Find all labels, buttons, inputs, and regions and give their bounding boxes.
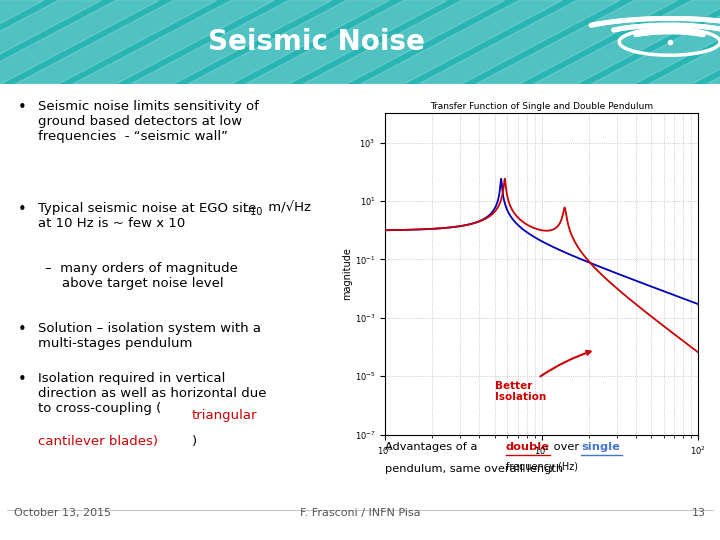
Text: m/√Hz: m/√Hz [264, 202, 311, 215]
Text: October 13, 2015: October 13, 2015 [14, 508, 111, 518]
Y-axis label: magnitude: magnitude [342, 248, 352, 300]
Text: 13: 13 [692, 508, 706, 518]
Text: over: over [550, 442, 582, 452]
Text: •: • [18, 100, 27, 114]
Text: pendulum, same overall length: pendulum, same overall length [385, 464, 563, 474]
Text: F. Frasconi / INFN Pisa: F. Frasconi / INFN Pisa [300, 508, 420, 518]
Text: Advantages of a: Advantages of a [385, 442, 481, 452]
Text: −10: −10 [243, 207, 264, 217]
Text: –  many orders of magnitude
    above target noise level: – many orders of magnitude above target … [45, 262, 238, 290]
Text: Better
Isolation: Better Isolation [495, 351, 590, 402]
Text: ): ) [192, 435, 197, 448]
Text: Seismic Noise: Seismic Noise [208, 28, 426, 56]
Text: cantilever blades): cantilever blades) [38, 435, 158, 448]
Text: double: double [506, 442, 550, 452]
Text: Typical seismic noise at EGO site
at 10 Hz is ~ few x 10: Typical seismic noise at EGO site at 10 … [38, 202, 256, 230]
Text: •: • [18, 202, 27, 217]
Text: Solution – isolation system with a
multi-stages pendulum: Solution – isolation system with a multi… [38, 322, 261, 350]
X-axis label: frequency (Hz): frequency (Hz) [505, 462, 577, 472]
Text: •: • [18, 372, 27, 387]
Text: •: • [18, 322, 27, 337]
Text: Seismic noise limits sensitivity of
ground based detectors at low
frequencies  -: Seismic noise limits sensitivity of grou… [38, 100, 259, 143]
Text: single: single [581, 442, 620, 452]
Text: Isolation required in vertical
direction as well as horizontal due
to cross-coup: Isolation required in vertical direction… [38, 372, 266, 415]
Title: Transfer Function of Single and Double Pendulum: Transfer Function of Single and Double P… [431, 102, 653, 111]
Text: triangular: triangular [192, 409, 258, 422]
